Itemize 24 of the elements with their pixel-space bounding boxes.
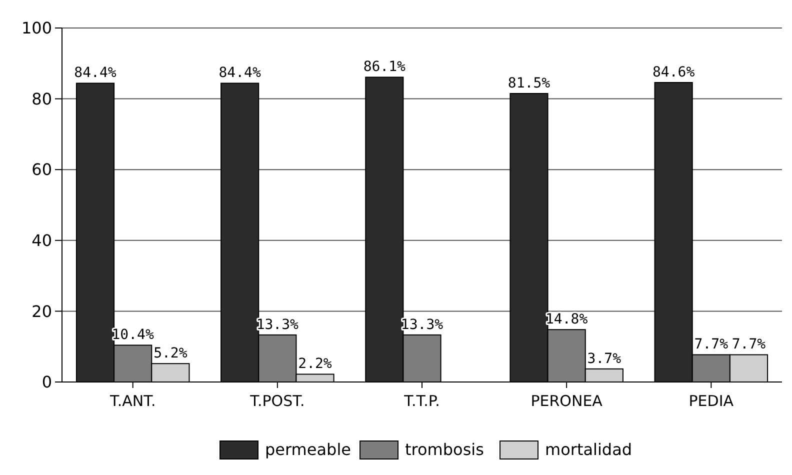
x-tick-label: T.T.P. (403, 392, 440, 410)
data-label: 84.6% (652, 64, 696, 81)
y-tick-label: 100 (21, 18, 52, 38)
data-label: 5.2% (154, 346, 188, 362)
x-tick-label: PEDIA (688, 392, 734, 410)
data-label: 2.2% (298, 356, 332, 372)
data-label: 84.4% (218, 65, 262, 82)
data-label: 7.7% (694, 336, 729, 353)
data-label: 3.7% (587, 350, 622, 367)
data-label: 84.4% (74, 65, 117, 82)
data-label: 86.1% (363, 59, 406, 76)
x-tick-label: T.ANT. (108, 392, 156, 410)
x-tick-label: PERONEA (530, 392, 604, 410)
y-tick-label: 60 (32, 160, 52, 180)
x-tick-label: T.POST. (249, 392, 305, 410)
y-tick-label: 40 (32, 231, 52, 250)
y-tick-label: 0 (42, 372, 52, 392)
y-tick-label: 80 (32, 89, 52, 108)
legend-label: trombosis (405, 440, 484, 459)
data-label: 81.5% (508, 75, 551, 92)
legend-label: permeable (265, 440, 351, 459)
legend-label: mortalidad (545, 440, 632, 459)
data-label: 7.7% (732, 336, 766, 353)
y-tick-label: 20 (32, 302, 52, 321)
